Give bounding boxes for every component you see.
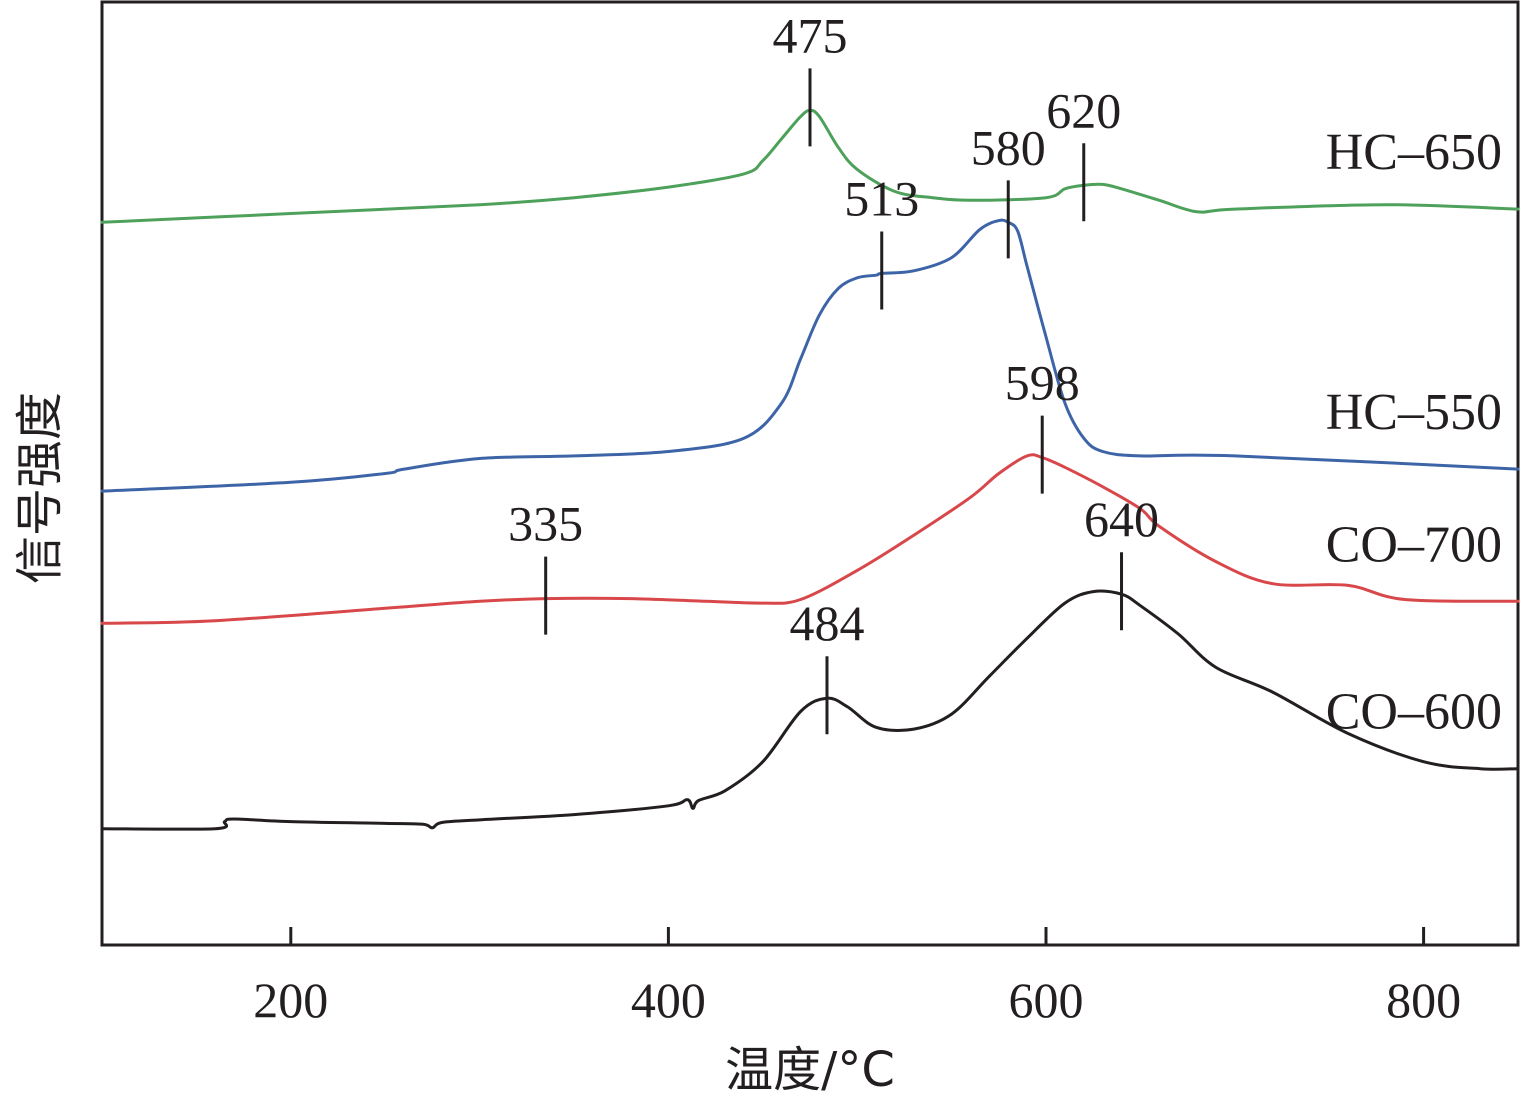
x-axis-title: 温度/°C: [725, 1042, 895, 1098]
series-line-1: [100, 218, 1520, 493]
series-line-3: [100, 589, 1520, 831]
peak-label-4: 335: [508, 496, 583, 552]
peak-label-5: 598: [1005, 355, 1080, 411]
series-label-0: HC–650: [1326, 124, 1502, 181]
peak-label-3: 580: [971, 119, 1046, 175]
plot-frame: [100, 0, 1520, 947]
peak-label-1: 620: [1046, 82, 1121, 138]
series-line-0: [100, 108, 1520, 224]
series-label-3: CO–600: [1326, 684, 1502, 741]
peak-label-6: 484: [789, 595, 864, 651]
series-lines: [100, 108, 1520, 831]
y-axis-title: 信号强度: [12, 392, 68, 584]
x-tick-label-800: 800: [1386, 972, 1461, 1028]
x-axis-ticks: 200 400 600 800: [253, 927, 1461, 1028]
peak-label-2: 513: [844, 170, 919, 226]
series-labels: HC–650 HC–550 CO–700 CO–600: [1326, 124, 1502, 741]
x-tick-label-600: 600: [1009, 972, 1084, 1028]
x-tick-label-400: 400: [631, 972, 706, 1028]
series-line-2: [100, 453, 1520, 625]
series-label-1: HC–550: [1326, 384, 1502, 441]
series-label-2: CO–700: [1326, 516, 1502, 573]
peak-label-0: 475: [773, 7, 848, 63]
x-tick-label-200: 200: [253, 972, 328, 1028]
peak-label-7: 640: [1084, 491, 1159, 547]
peak-annotations: 475 620 513 580 335 598 484 640: [508, 7, 1159, 735]
